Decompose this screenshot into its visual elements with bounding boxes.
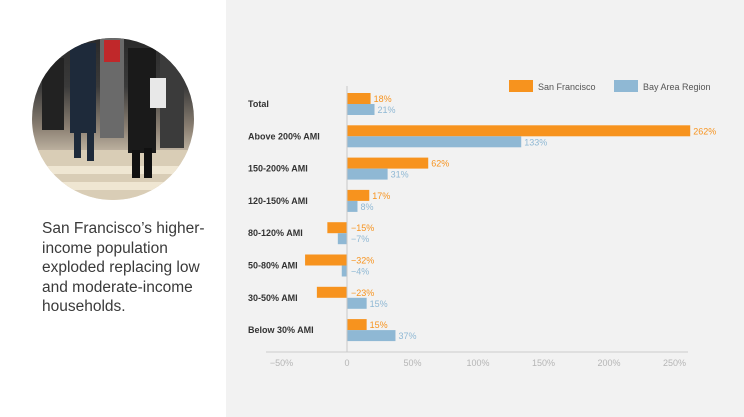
data-label-bay-below-30-ami: 37% <box>398 331 416 341</box>
data-label-bay-above-200-ami: 133% <box>524 137 547 147</box>
bar-sf-120-150-ami <box>347 189 370 201</box>
data-label-sf-30-50-ami: −23% <box>351 288 374 298</box>
data-label-sf-total: 18% <box>374 94 392 104</box>
data-label-bay-total: 21% <box>378 105 396 115</box>
pedestrians-crossing-photo <box>32 38 194 200</box>
category-label-80-120-ami: 80-120% AMI <box>248 228 303 238</box>
caption-text: San Francisco’s higher-income population… <box>42 220 205 315</box>
category-label-50-80-ami: 50-80% AMI <box>248 261 298 271</box>
category-label-total: Total <box>248 99 269 109</box>
left-panel: San Francisco’s higher-income population… <box>0 0 226 417</box>
x-tick-label-1: 0 <box>344 358 349 368</box>
data-label-sf-50-80-ami: −32% <box>351 256 374 266</box>
data-label-sf-below-30-ami: 15% <box>370 320 388 330</box>
data-label-bay-30-50-ami: 15% <box>370 299 388 309</box>
bar-bay-120-150-ami <box>347 200 358 212</box>
photo-illustration <box>32 38 194 200</box>
data-label-bay-50-80-ami: −4% <box>351 267 369 277</box>
legend-label-san-francisco: San Francisco <box>538 82 596 92</box>
bar-sf-80-120-ami <box>327 222 347 234</box>
bar-bay-80-120-ami <box>337 233 347 245</box>
data-label-bay-80-120-ami: −7% <box>351 234 369 244</box>
data-label-sf-120-150-ami: 17% <box>372 191 390 201</box>
data-label-bay-150-200-ami: 31% <box>391 170 409 180</box>
data-label-bay-120-150-ami: 8% <box>360 202 373 212</box>
category-label-150-200-ami: 150-200% AMI <box>248 164 308 174</box>
x-tick-label-3: 100% <box>466 358 489 368</box>
x-tick-label-6: 250% <box>663 358 686 368</box>
legend-swatch-san-francisco <box>509 80 533 92</box>
bar-chart: San Francisco Bay Area Region Total 18%21… <box>248 80 716 368</box>
category-label-120-150-ami: 120-150% AMI <box>248 196 308 206</box>
x-tick-label-2: 50% <box>403 358 421 368</box>
x-tick-label-5: 200% <box>597 358 620 368</box>
bar-sf-150-200-ami <box>347 157 429 169</box>
x-tick-label-0: −50% <box>270 358 293 368</box>
chart-bars: Total 18%21% Above 200% AMI 262% 133% 150-200… <box>248 93 716 342</box>
category-label-above-200-ami: Above 200% AMI <box>248 131 320 141</box>
data-label-sf-150-200-ami: 62% <box>431 159 449 169</box>
chart-panel: San Francisco Bay Area Region Total 18% 21… <box>226 0 744 417</box>
category-label-below-30-ami: Below 30% AMI <box>248 325 314 335</box>
category-label-30-50-ami: 30-50% AMI <box>248 293 298 303</box>
bar-sf-below-30-ami <box>347 319 367 331</box>
x-tick-label-4: 150% <box>532 358 555 368</box>
bar-bay-above-200-ami <box>347 136 522 148</box>
data-label-sf-80-120-ami: −15% <box>351 223 374 233</box>
bar-bay-50-80-ami <box>341 265 347 277</box>
legend-swatch-bay-area-region <box>614 80 638 92</box>
bar-bay-30-50-ami <box>347 297 367 309</box>
bar-bay-total <box>347 104 375 115</box>
bar-bay-150-200-ami <box>347 168 388 180</box>
x-axis: −50% 0 50% 100% 150% 200% 250% <box>266 351 688 368</box>
bar-sf-total <box>347 93 371 104</box>
bar-sf-above-200-ami <box>347 125 691 137</box>
data-label-sf-above-200-ami: 262% <box>693 126 716 136</box>
chart-legend: San Francisco Bay Area Region <box>509 80 711 92</box>
bar-sf-30-50-ami <box>316 286 347 298</box>
legend-label-bay-area-region: Bay Area Region <box>643 82 711 92</box>
bar-sf-50-80-ami <box>305 254 347 266</box>
bar-bay-below-30-ami <box>347 330 396 342</box>
